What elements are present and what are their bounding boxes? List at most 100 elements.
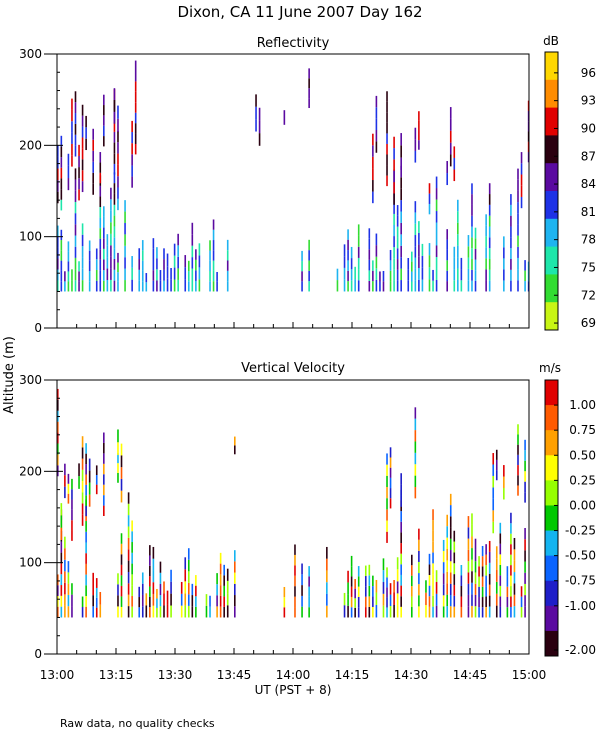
colorbar-tick-label: 0.75 [569,423,596,437]
echo-cell [492,475,495,488]
echo-cell [81,246,84,258]
echo-cell [195,259,197,271]
echo-cell [513,606,516,618]
echo-cell [499,564,502,576]
echo-cell [226,270,229,282]
echo-cell [308,576,310,587]
echo-cell [57,443,59,455]
echo-cell [85,606,87,618]
echo-cell [57,388,59,400]
echo-cell [117,573,119,585]
echo-cell [99,604,102,618]
echo-cell [159,595,162,607]
echo-cell [95,280,98,292]
echo-cell [364,565,367,576]
echo-cell [166,604,169,618]
echo-cell [60,270,63,282]
echo-cell [103,227,105,239]
echo-cell [67,473,70,484]
echo-cell [382,281,385,292]
colorbar-tick-label: 90 [581,121,596,135]
echo-cell [195,606,197,618]
echo-cell [99,270,102,281]
echo-cell [478,607,480,618]
echo-cell [428,606,431,618]
echo-cell [64,281,66,292]
echo-cell [418,595,420,607]
colorbar-frame [544,51,559,331]
echo-cell [485,554,487,566]
echo-cell [120,585,123,597]
echo-cell [85,484,87,496]
echo-cell [368,575,371,586]
echo-cell [113,142,116,154]
echo-cell [195,585,197,597]
echo-cell [127,594,130,607]
echo-cell [166,266,169,279]
echo-cell [113,280,116,292]
echo-cell [414,452,417,465]
echo-cell [510,554,512,566]
echo-cell [347,582,349,595]
echo-cell [110,268,112,280]
echo-cell [134,70,137,82]
echo-cell [382,570,385,583]
echo-cell [495,581,498,594]
echo-cell [488,573,491,585]
echo-cell [141,260,144,271]
echo-cell [60,541,63,553]
echo-cell [120,564,123,576]
echo-cell [294,575,296,587]
echo-cell [435,199,438,212]
echo-cell [372,270,374,282]
echo-cell [92,183,94,195]
echo-cell [481,556,484,567]
echo-cell [163,259,165,270]
echo-cell [226,605,229,618]
echo-cell [495,558,498,571]
echo-cell [495,593,498,606]
colorbar-tick-label: 69 [581,316,596,330]
echo-cell [499,585,502,597]
x-axis-label: UT (PST + 8) [255,683,332,697]
echo-cell [163,581,165,594]
echo-cell [510,565,512,576]
echo-cell [173,279,176,292]
echo-cell [308,607,310,618]
echo-cell [85,115,87,128]
colorbar-tick-label: 96 [581,66,596,80]
echo-cell [95,475,98,485]
echo-cell [283,586,286,598]
echo-cell [418,232,420,245]
echo-cell [375,592,378,605]
echo-cell [368,249,371,260]
echo-cell [503,280,505,292]
echo-cell [120,533,123,544]
echo-cell [85,443,87,454]
echo-cell [471,280,473,292]
echo-cell [131,542,133,553]
echo-cell [449,572,452,584]
echo-cell [357,596,360,608]
echo-cell [354,266,356,280]
echo-cell [435,234,438,246]
echo-cell [506,576,509,587]
echo-cell [471,215,473,227]
echo-cell [386,597,388,608]
echo-cell [400,606,402,618]
echo-cell [457,280,459,292]
echo-cell [163,593,165,606]
echo-cell [152,280,155,292]
echo-cell [418,111,420,121]
echo-cell [446,260,448,271]
echo-cell [446,537,448,549]
echo-cell [209,250,211,261]
echo-cell [428,575,431,586]
colorbar-swatch [545,455,558,481]
echo-cell [205,605,208,618]
echo-cell [414,212,417,224]
echo-cell [57,465,59,477]
echo-cell [60,585,63,596]
echo-cell [195,249,197,260]
footnote: Raw data, no quality checks [60,717,215,730]
